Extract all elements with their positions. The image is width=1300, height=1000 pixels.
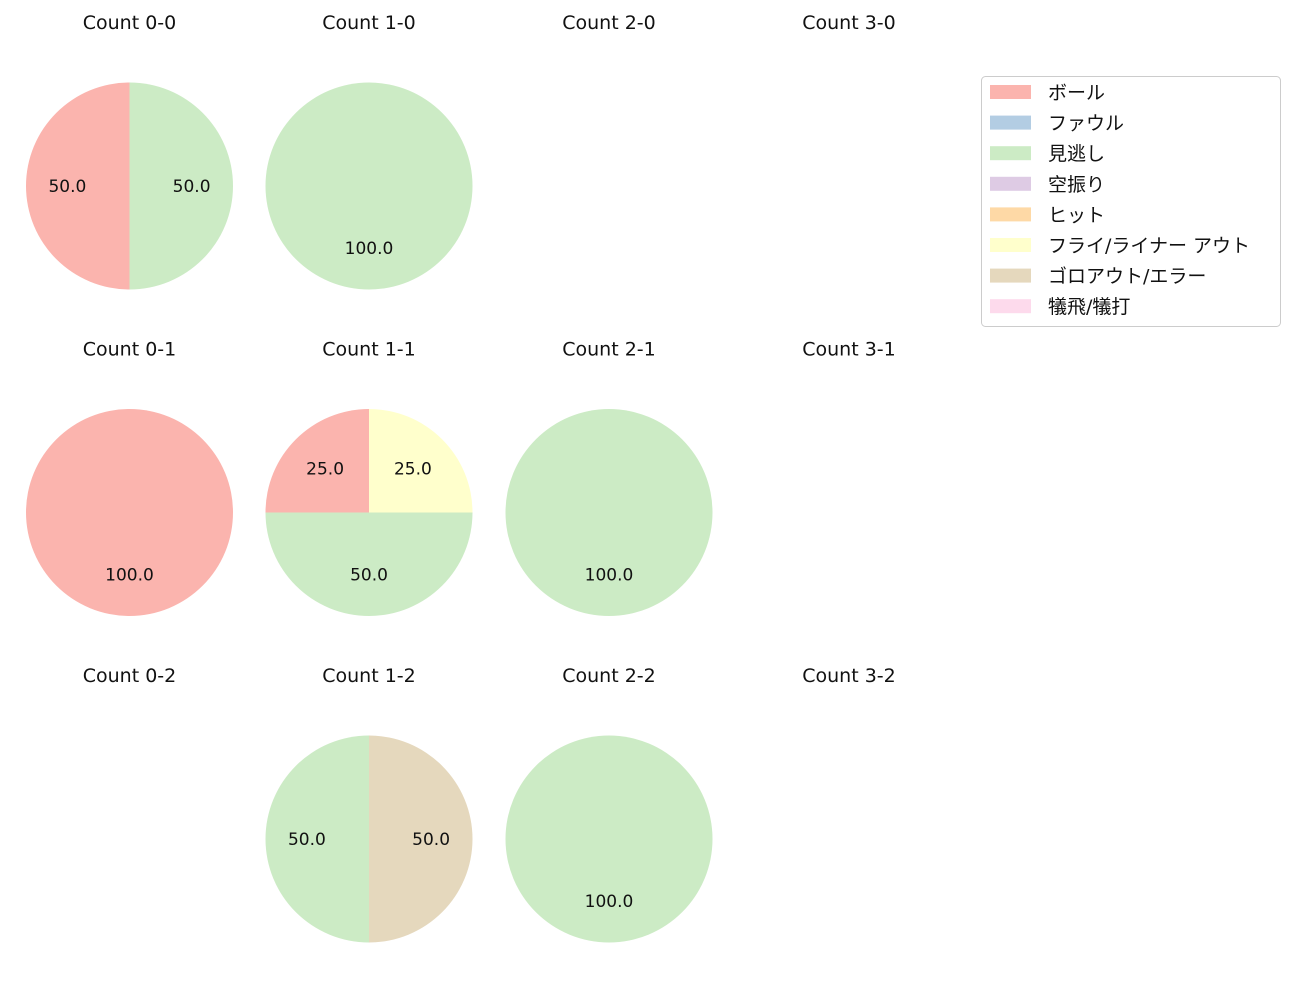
legend-label: フライ/ライナー アウト <box>1048 235 1250 257</box>
pie-title: Count 0-0 <box>83 12 177 34</box>
pie-title: Count 2-1 <box>562 339 656 361</box>
pie-count-2-2: Count 2-2 100.0 <box>505 665 713 943</box>
pie-count-1-2: Count 1-2 50.0 50.0 <box>265 665 473 943</box>
legend-label: ヒット <box>1048 204 1105 226</box>
pie-slice <box>129 82 234 290</box>
legend-swatch <box>990 207 1031 222</box>
pie-count-1-0: Count 1-0 100.0 <box>265 12 473 290</box>
pie-count-0-1: Count 0-1 100.0 <box>26 339 233 616</box>
pie-slice-label: 50.0 <box>288 830 326 850</box>
pie-slice-label: 25.0 <box>394 460 432 480</box>
pie-slice <box>505 735 713 943</box>
legend-label: ゴロアウト/エラー <box>1048 266 1206 288</box>
pie-slice <box>265 735 369 943</box>
pie-slice-label: 100.0 <box>585 566 634 586</box>
pie-slice-label: 50.0 <box>48 177 86 197</box>
legend-swatch <box>990 238 1031 252</box>
legend-swatch <box>990 268 1031 283</box>
pie-slice-label: 100.0 <box>585 892 634 912</box>
pie-slice-label: 100.0 <box>105 566 154 586</box>
pie-count-1-1: Count 1-1 25.0 50.0 25.0 <box>265 339 473 616</box>
pie-count-3-2: Count 3-2 <box>802 665 896 687</box>
pie-slice-label: 50.0 <box>412 830 450 850</box>
pie-title: Count 1-0 <box>322 12 416 34</box>
legend-swatch <box>990 85 1031 99</box>
pie-slice <box>265 512 473 616</box>
pie-slice <box>265 82 473 290</box>
pie-title: Count 2-0 <box>562 12 656 34</box>
legend-swatch <box>990 146 1031 161</box>
pie-count-2-0: Count 2-0 <box>562 12 656 34</box>
pie-title: Count 2-2 <box>562 665 656 687</box>
legend-frame <box>981 76 1281 327</box>
pie-slice <box>25 82 130 290</box>
pie-slice <box>26 409 233 616</box>
pie-title: Count 1-1 <box>322 339 416 361</box>
pie-title: Count 3-1 <box>802 339 896 361</box>
pie-slice-label: 50.0 <box>350 566 388 586</box>
pie-title: Count 3-0 <box>802 12 896 34</box>
pie-title: Count 3-2 <box>802 665 896 687</box>
pie-slice <box>369 409 473 513</box>
pie-slice <box>505 409 713 616</box>
legend-label: 犠飛/犠打 <box>1048 296 1130 318</box>
legend-swatch <box>990 115 1031 130</box>
pie-slice <box>369 735 473 943</box>
pie-slice-label: 25.0 <box>306 460 344 480</box>
pie-count-0-2: Count 0-2 <box>83 665 177 687</box>
legend-swatch <box>990 176 1031 191</box>
pie-slice-label: 100.0 <box>345 239 394 259</box>
pie-count-0-0: Count 0-0 50.0 50.0 <box>25 12 234 290</box>
legend-swatch <box>990 299 1031 314</box>
legend-label: 空振り <box>1048 174 1105 196</box>
pie-slice-label: 50.0 <box>173 177 211 197</box>
legend-label: 見逃し <box>1048 143 1105 165</box>
pie-title: Count 1-2 <box>322 665 416 687</box>
legend-label: ファウル <box>1048 113 1124 135</box>
pie-count-2-1: Count 2-1 100.0 <box>505 339 713 616</box>
pie-count-3-0: Count 3-0 <box>802 12 896 34</box>
pie-title: Count 0-1 <box>83 339 177 361</box>
pie-slice <box>265 409 369 513</box>
legend-label: ボール <box>1048 82 1105 104</box>
pie-count-3-1: Count 3-1 <box>802 339 896 361</box>
pie-title: Count 0-2 <box>83 665 177 687</box>
